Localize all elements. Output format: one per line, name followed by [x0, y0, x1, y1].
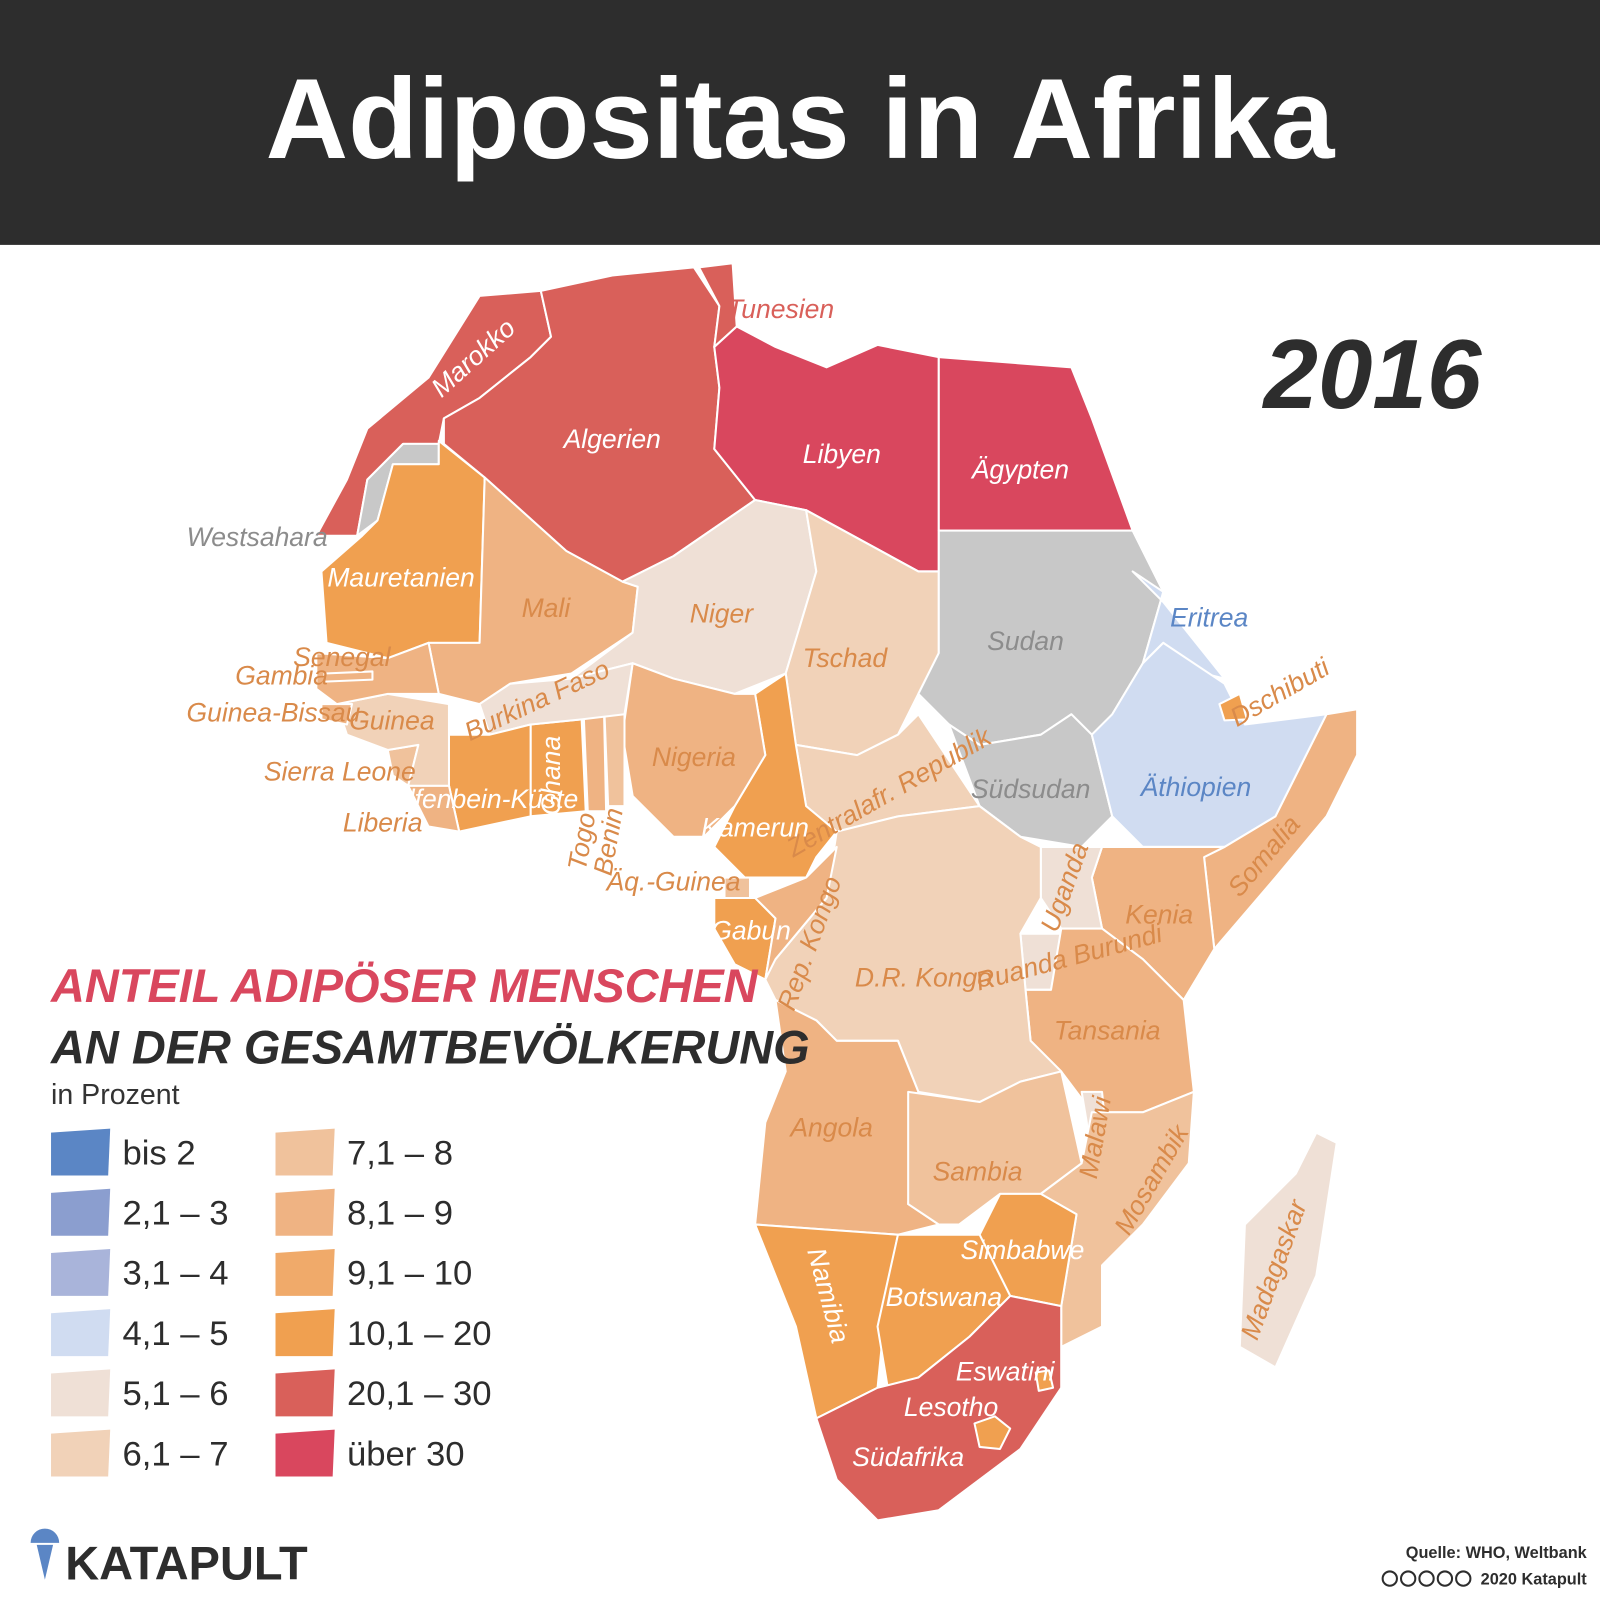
legend-unit: in Prozent [51, 1079, 180, 1111]
country-label: Sudan [987, 626, 1064, 656]
legend-swatch [51, 1309, 111, 1357]
country-label: Gambia [235, 661, 328, 691]
legend: bis 2 2,1 – 3 3,1 – 4 4,1 – 5 5,1 – 6 6,1 – 7… [51, 1128, 492, 1477]
country [1034, 1369, 1055, 1392]
country [1238, 1131, 1338, 1369]
country [582, 713, 608, 813]
year: 2016 [1262, 319, 1482, 429]
country-label: Ghana [536, 736, 566, 816]
country-label: Angola [788, 1113, 873, 1143]
country-label: Niger [690, 598, 755, 628]
legend-label: 2,1 – 3 [122, 1194, 228, 1232]
country-label: Eritrea [1170, 602, 1248, 632]
legend-label: 20,1 – 30 [347, 1375, 492, 1413]
country-label: Elfenbein-Küste [391, 784, 578, 814]
legend-swatch [275, 1128, 335, 1176]
country [603, 703, 626, 808]
country-label: Tunesien [727, 294, 834, 324]
country-label: Eswatini [956, 1356, 1056, 1386]
legend-swatch [51, 1369, 111, 1417]
country-label: Botswana [886, 1282, 1002, 1312]
legend-label: 6,1 – 7 [122, 1435, 228, 1473]
countries [315, 262, 1359, 1522]
country [1218, 692, 1248, 722]
country-label: Libyen [803, 439, 881, 469]
legend-label: 4,1 – 5 [122, 1315, 228, 1353]
country-label: Lesotho [904, 1392, 998, 1422]
header-bar [0, 0, 1600, 245]
legend-swatch [51, 1248, 111, 1296]
legend-label: über 30 [347, 1435, 465, 1473]
country [427, 476, 639, 706]
legend-swatch [275, 1369, 335, 1417]
country-label: Algerien [562, 424, 661, 454]
country-label: Mali [522, 593, 572, 623]
country-label: Kenia [1125, 899, 1193, 929]
country-label: Sambia [933, 1156, 1023, 1186]
license-icons [1381, 1570, 1472, 1587]
country [937, 356, 1134, 532]
country-label: Kamerun [701, 813, 809, 843]
legend-label: 7,1 – 8 [347, 1134, 453, 1172]
country-label: Südafrika [852, 1442, 964, 1472]
country [973, 1415, 1012, 1450]
country [754, 845, 838, 981]
country-label: Südsudan [971, 774, 1090, 804]
country-label: D.R. Kongo [855, 963, 992, 993]
country-label: Simbabwe [961, 1235, 1085, 1265]
country-label: Nigeria [652, 742, 736, 772]
legend-label: 9,1 – 10 [347, 1255, 472, 1293]
title: Adipositas in Afrika [266, 56, 1336, 183]
legend-swatch [275, 1429, 335, 1477]
brand: KATAPULT [65, 1538, 308, 1590]
country-label: Äq.-Guinea [604, 867, 740, 897]
country [1203, 708, 1359, 950]
source: Quelle: WHO, Weltbank [1406, 1544, 1588, 1562]
legend-label: 5,1 – 6 [122, 1375, 228, 1413]
country-label: Liberia [343, 808, 423, 838]
country [335, 692, 450, 787]
brand-icon [30, 1528, 60, 1580]
legend-subtitle: AN DER GESAMTBEVÖLKERUNG [50, 1021, 810, 1073]
copyright: 2020 Katapult [1481, 1571, 1588, 1589]
legend-swatch [51, 1128, 111, 1176]
legend-label: bis 2 [122, 1134, 195, 1172]
country-label: Guinea [349, 705, 435, 735]
country-label: Tschad [803, 643, 889, 673]
legend-swatch [275, 1248, 335, 1296]
country-label: Gabun [711, 916, 791, 946]
country-label: Senegal [293, 642, 391, 672]
legend-label: 8,1 – 9 [347, 1194, 453, 1232]
country-label: Äthiopien [1139, 772, 1252, 802]
legend-swatch [275, 1188, 335, 1236]
country-label: Sierra Leone [264, 756, 416, 786]
legend-swatch [51, 1429, 111, 1477]
country-label: Ägypten [970, 454, 1069, 484]
country [320, 439, 486, 660]
legend-title: ANTEIL ADIPÖSER MENSCHEN [50, 960, 759, 1012]
legend-swatch [51, 1188, 111, 1236]
country [621, 662, 767, 838]
country [447, 723, 532, 833]
country-label: Westsahara [187, 522, 328, 552]
legend-label: 10,1 – 20 [347, 1315, 492, 1353]
country-label: Guinea-Bissau [187, 697, 361, 727]
country [315, 641, 440, 706]
legend-swatch [275, 1309, 335, 1357]
legend-label: 3,1 – 4 [122, 1255, 228, 1293]
country [815, 1294, 1063, 1522]
country-label: Tansania [1054, 1016, 1161, 1046]
country [323, 670, 374, 683]
country-label: Mauretanien [327, 563, 474, 593]
